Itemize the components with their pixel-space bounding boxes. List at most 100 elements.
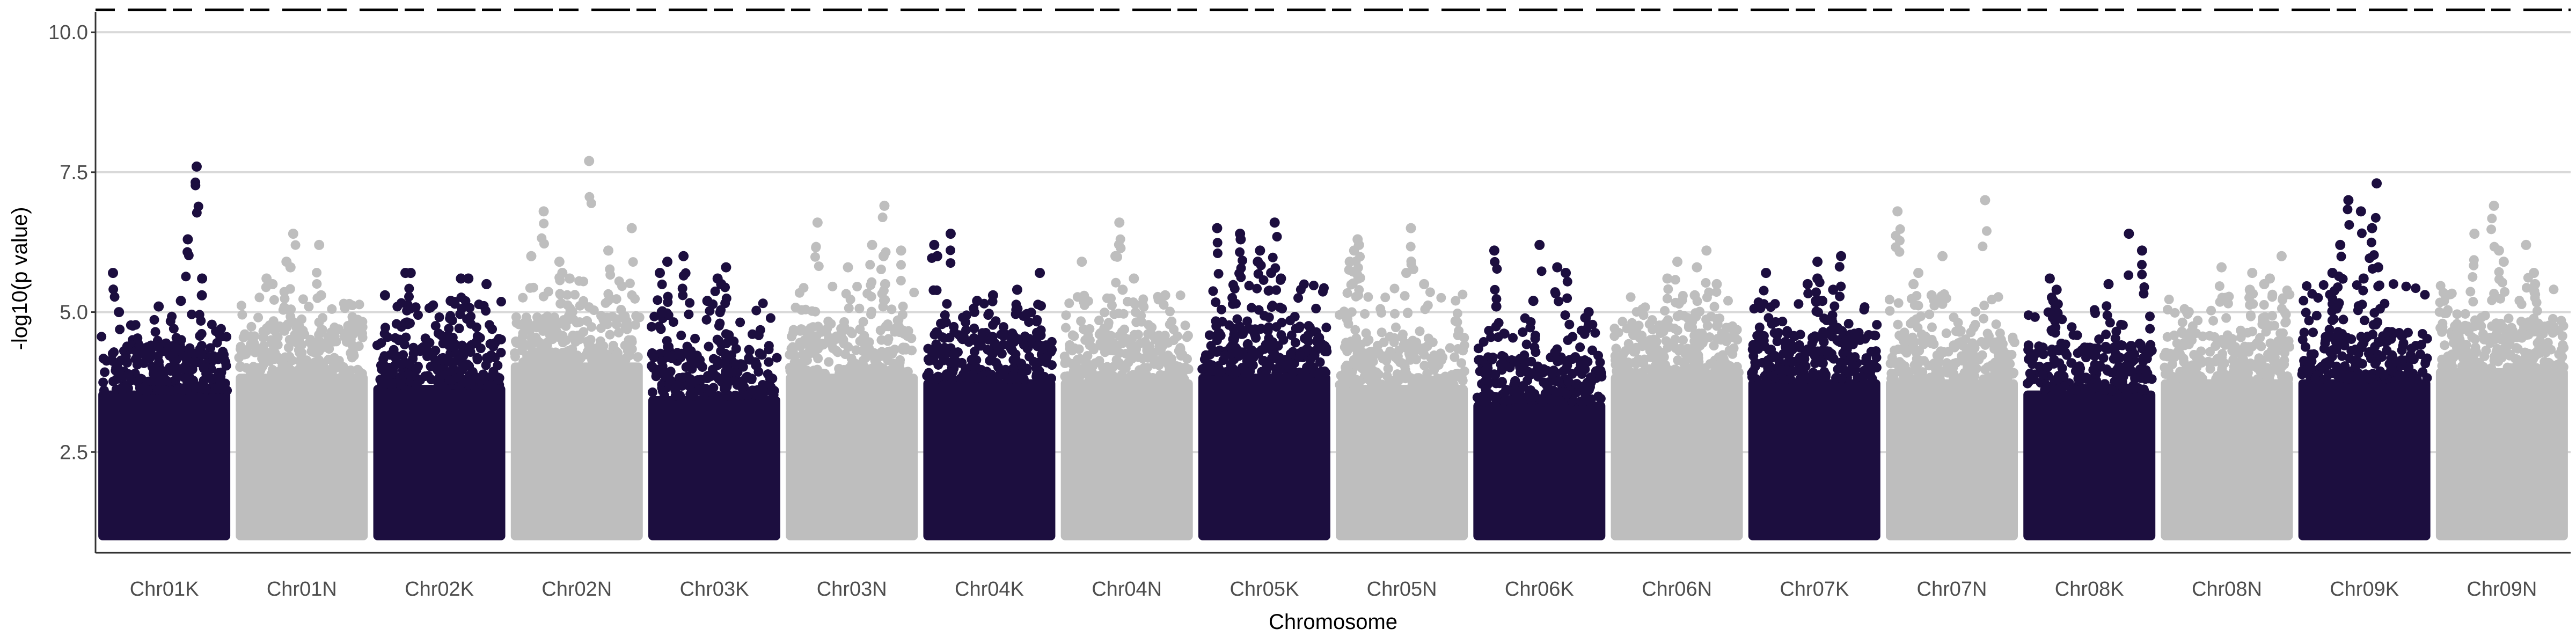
data-point bbox=[764, 341, 774, 351]
data-point bbox=[2130, 372, 2140, 383]
data-point bbox=[1349, 355, 1359, 365]
data-point bbox=[1610, 351, 1620, 361]
data-point bbox=[390, 350, 400, 360]
point-cloud bbox=[786, 374, 918, 540]
data-point bbox=[1128, 297, 1138, 308]
peak-point bbox=[463, 273, 474, 284]
data-point bbox=[1459, 366, 1469, 376]
data-point bbox=[150, 327, 160, 337]
data-point bbox=[297, 314, 307, 324]
data-point bbox=[1212, 248, 1223, 258]
data-point bbox=[283, 361, 293, 371]
peak-point bbox=[1349, 245, 1359, 256]
data-point bbox=[269, 295, 279, 305]
data-point bbox=[824, 357, 834, 367]
data-point bbox=[1529, 342, 1540, 353]
data-point bbox=[839, 365, 849, 375]
peak-point bbox=[929, 239, 940, 250]
data-point bbox=[259, 341, 269, 351]
data-point bbox=[1763, 355, 1773, 365]
data-point bbox=[678, 372, 688, 383]
data-point bbox=[2461, 345, 2471, 355]
data-point bbox=[1919, 339, 1929, 349]
data-point bbox=[1487, 355, 1497, 365]
data-point bbox=[2496, 318, 2506, 328]
data-point bbox=[542, 311, 552, 321]
data-point bbox=[2494, 267, 2504, 277]
data-point bbox=[1127, 333, 1137, 343]
data-point bbox=[1087, 342, 1097, 353]
data-point bbox=[1843, 319, 1854, 329]
data-point bbox=[2028, 359, 2038, 369]
data-point bbox=[280, 294, 290, 304]
data-point bbox=[2185, 373, 2196, 383]
data-point bbox=[2267, 311, 2278, 321]
data-point bbox=[2276, 328, 2286, 339]
data-point bbox=[390, 333, 400, 343]
peak-point bbox=[2355, 206, 2366, 217]
data-point bbox=[1242, 316, 1253, 326]
peak-point bbox=[1406, 223, 1416, 233]
data-point bbox=[614, 276, 624, 287]
data-point bbox=[647, 321, 657, 332]
data-point bbox=[613, 348, 623, 358]
data-point bbox=[891, 368, 902, 378]
data-point bbox=[1644, 319, 1655, 330]
data-point bbox=[2487, 214, 2497, 224]
data-point bbox=[2307, 356, 2317, 367]
data-point bbox=[1472, 392, 1482, 402]
data-point bbox=[1509, 357, 1519, 367]
x-tick-label: Chr01N bbox=[267, 578, 337, 601]
data-point bbox=[1148, 372, 1158, 383]
data-point bbox=[846, 361, 857, 371]
data-point bbox=[2353, 357, 2363, 367]
data-point bbox=[343, 320, 353, 331]
data-point bbox=[1581, 324, 1591, 334]
data-point bbox=[1519, 350, 1529, 360]
data-point bbox=[616, 305, 626, 315]
data-point bbox=[949, 349, 960, 360]
peak-point bbox=[812, 217, 823, 228]
data-point bbox=[738, 376, 748, 386]
data-point bbox=[1899, 327, 1909, 338]
data-point bbox=[1343, 319, 1353, 329]
data-point bbox=[2306, 349, 2316, 360]
y-tick-label: 7.5 bbox=[60, 162, 88, 184]
data-point bbox=[1135, 365, 1145, 375]
data-point bbox=[100, 367, 110, 377]
data-point bbox=[494, 375, 504, 385]
data-point bbox=[758, 385, 768, 395]
peak-point bbox=[1583, 307, 1594, 318]
data-point bbox=[962, 310, 972, 320]
data-point bbox=[1957, 356, 1967, 366]
data-point bbox=[1773, 328, 1783, 338]
peak-point bbox=[108, 268, 119, 279]
data-point bbox=[551, 347, 561, 357]
data-point bbox=[2257, 319, 2267, 330]
data-point bbox=[1609, 331, 1620, 341]
peak-point bbox=[182, 234, 193, 245]
data-point bbox=[98, 377, 108, 387]
data-point bbox=[2346, 334, 2357, 344]
data-point bbox=[539, 239, 549, 249]
data-point bbox=[855, 324, 865, 334]
data-point bbox=[1238, 255, 1248, 266]
data-point bbox=[1893, 319, 1903, 330]
data-point bbox=[169, 324, 179, 334]
data-point bbox=[2023, 340, 2033, 350]
data-point bbox=[1810, 351, 1820, 361]
data-point bbox=[550, 312, 560, 323]
data-point bbox=[990, 338, 1000, 348]
data-point bbox=[444, 341, 455, 351]
data-point bbox=[2340, 361, 2350, 371]
data-point bbox=[324, 344, 334, 354]
data-point bbox=[525, 283, 535, 293]
data-point bbox=[2476, 321, 2486, 331]
data-point bbox=[465, 303, 475, 313]
data-point bbox=[1628, 330, 1638, 340]
data-point bbox=[525, 322, 535, 332]
data-point bbox=[2230, 342, 2241, 352]
data-point bbox=[2205, 347, 2215, 357]
data-point bbox=[1491, 294, 1502, 304]
peak-point bbox=[2244, 284, 2255, 295]
